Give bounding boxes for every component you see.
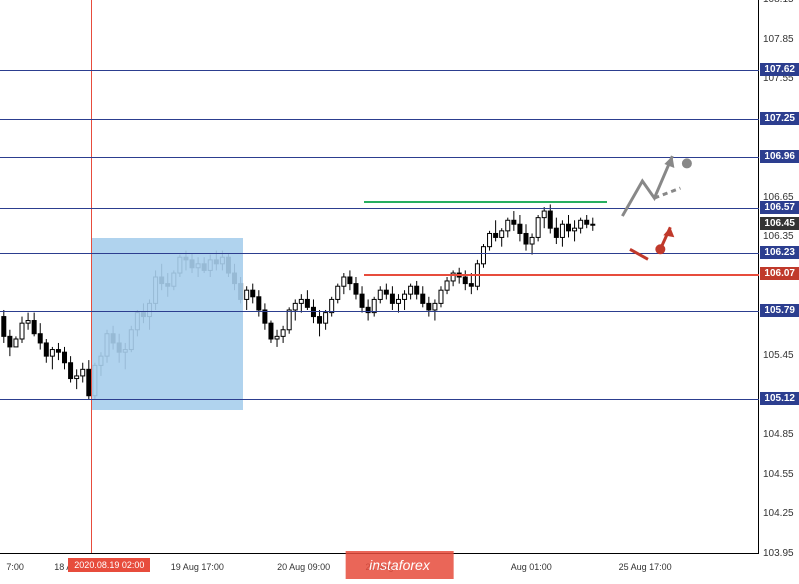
price-level-label: 106.23 xyxy=(760,246,799,259)
y-axis-tick: 103.95 xyxy=(763,548,794,559)
horizontal-level-line xyxy=(0,208,759,209)
horizontal-level-line xyxy=(0,119,759,120)
watermark: instaforex xyxy=(345,551,454,579)
signal-level-line xyxy=(364,201,607,203)
price-level-label: 106.96 xyxy=(760,150,799,163)
horizontal-level-line xyxy=(0,70,759,71)
y-axis-tick: 104.55 xyxy=(763,469,794,480)
y-axis-tick: 104.25 xyxy=(763,508,794,519)
signal-level-line xyxy=(364,274,759,276)
vertical-marker-line xyxy=(91,0,92,553)
horizontal-level-line xyxy=(0,253,759,254)
price-level-label: 106.57 xyxy=(760,201,799,214)
horizontal-level-line xyxy=(0,399,759,400)
price-level-label: 107.62 xyxy=(760,63,799,76)
price-level-label: 106.07 xyxy=(760,267,799,280)
horizontal-level-line xyxy=(0,311,759,312)
y-axis-tick: 107.85 xyxy=(763,34,794,45)
price-level-label: 105.12 xyxy=(760,392,799,405)
x-axis-tick: 20 Aug 09:00 xyxy=(277,562,330,572)
highlight-region xyxy=(91,238,243,410)
chart-plot-area xyxy=(0,0,759,554)
date-marker-label: 2020.08.19 02:00 xyxy=(68,558,150,572)
x-axis-tick: 7:00 xyxy=(6,562,24,572)
price-level-label: 105.79 xyxy=(760,304,799,317)
y-axis-tick: 108.15 xyxy=(763,0,794,5)
x-axis-tick: Aug 01:00 xyxy=(511,562,552,572)
price-level-label: 106.45 xyxy=(760,217,799,230)
x-axis-tick: 19 Aug 17:00 xyxy=(171,562,224,572)
y-axis-tick: 106.35 xyxy=(763,231,794,242)
price-level-label: 107.25 xyxy=(760,112,799,125)
y-axis-tick: 105.45 xyxy=(763,350,794,361)
horizontal-level-line xyxy=(0,157,759,158)
x-axis-tick: 25 Aug 17:00 xyxy=(619,562,672,572)
y-axis-tick: 104.85 xyxy=(763,429,794,440)
